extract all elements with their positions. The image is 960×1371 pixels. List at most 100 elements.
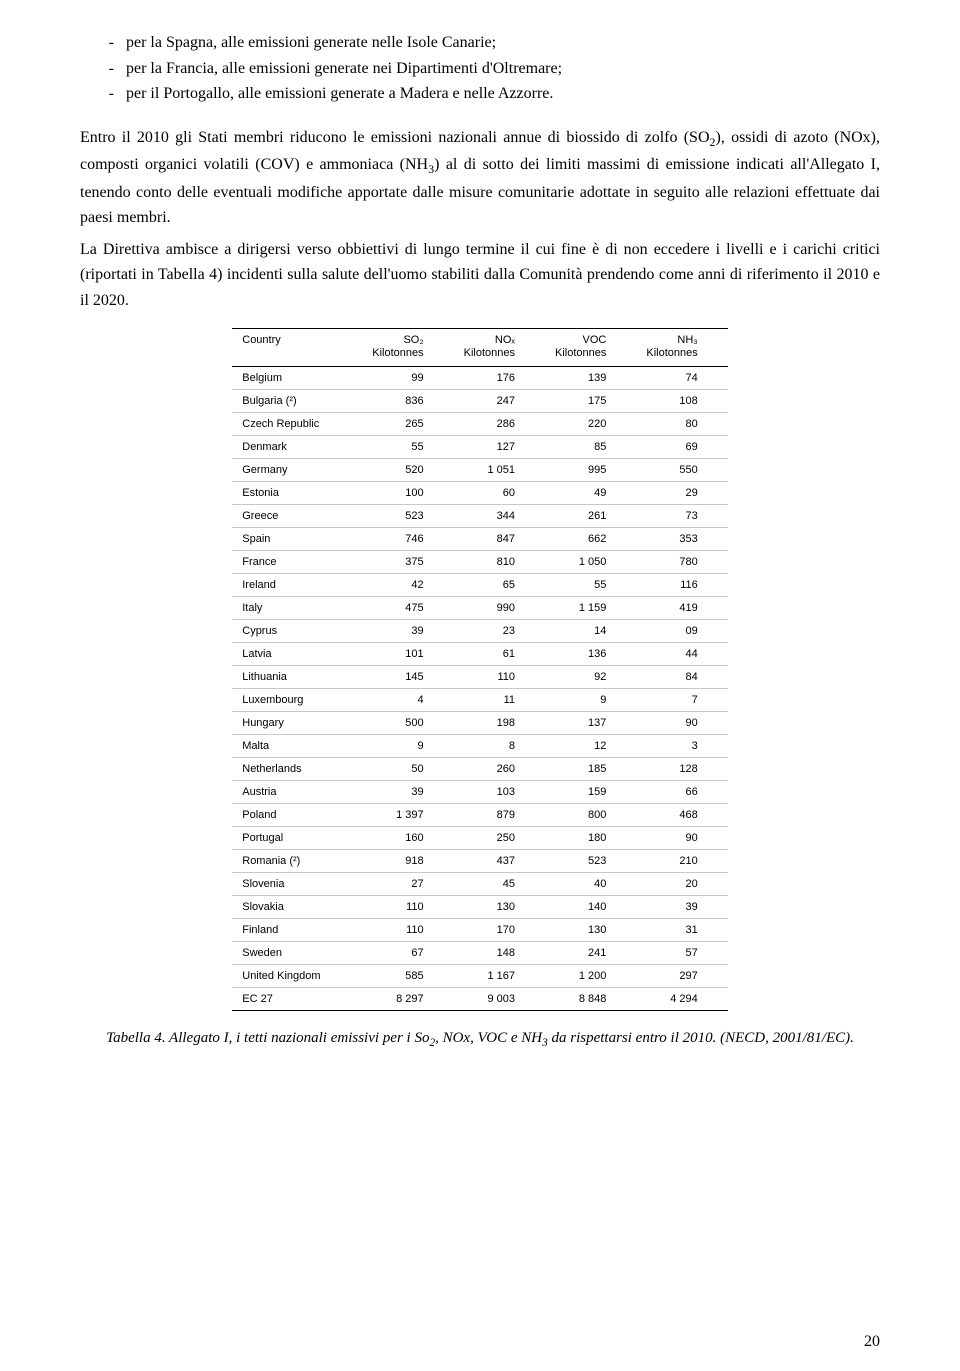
cell-value: 353 (636, 528, 727, 551)
cell-value: 198 (454, 712, 545, 735)
cell-value: 550 (636, 459, 727, 482)
cell-value: 265 (362, 413, 453, 436)
cell-value: 136 (545, 643, 636, 666)
table-container: Country SO₂Kilotonnes NOₓKilotonnes VOCK… (80, 328, 880, 1012)
cell-value: 4 (362, 689, 453, 712)
cell-value: 520 (362, 459, 453, 482)
cell-country: EC 27 (232, 988, 362, 1011)
table-row: Denmark551278569 (232, 436, 728, 459)
cell-value: 1 397 (362, 804, 453, 827)
cell-value: 61 (454, 643, 545, 666)
cell-value: 69 (636, 436, 727, 459)
cell-value: 210 (636, 850, 727, 873)
cell-value: 1 051 (454, 459, 545, 482)
table-row: Ireland426555116 (232, 574, 728, 597)
cell-country: Sweden (232, 942, 362, 965)
table-row: France3758101 050780 (232, 551, 728, 574)
cell-value: 139 (545, 367, 636, 390)
cell-value: 810 (454, 551, 545, 574)
cell-value: 247 (454, 390, 545, 413)
cell-value: 800 (545, 804, 636, 827)
table-caption: Tabella 4. Allegato I, i tetti nazionali… (80, 1027, 880, 1052)
cell-value: 260 (454, 758, 545, 781)
cell-value: 67 (362, 942, 453, 965)
cell-value: 180 (545, 827, 636, 850)
cell-value: 847 (454, 528, 545, 551)
table-body: Belgium9917613974Bulgaria (²)83624717510… (232, 367, 728, 1011)
cell-value: 60 (454, 482, 545, 505)
cell-value: 12 (545, 735, 636, 758)
cell-value: 39 (362, 620, 453, 643)
col-header-sublabel: Kilotonnes (646, 347, 697, 359)
col-header-label: SO₂ (403, 334, 423, 346)
cell-value: 23 (454, 620, 545, 643)
table-row: Belgium9917613974 (232, 367, 728, 390)
table-row: Greece52334426173 (232, 505, 728, 528)
col-header-label: Country (242, 334, 281, 346)
cell-country: Netherlands (232, 758, 362, 781)
cell-country: Ireland (232, 574, 362, 597)
cell-country: Czech Republic (232, 413, 362, 436)
cell-value: 159 (545, 781, 636, 804)
cell-value: 375 (362, 551, 453, 574)
cell-value: 475 (362, 597, 453, 620)
list-item-text: per la Spagna, alle emissioni generate n… (126, 34, 496, 51)
cell-value: 44 (636, 643, 727, 666)
table-row: Lithuania1451109284 (232, 666, 728, 689)
list-item: per il Portogallo, alle emissioni genera… (126, 81, 880, 107)
table-row: United Kingdom5851 1671 200297 (232, 965, 728, 988)
cell-country: Poland (232, 804, 362, 827)
table-row: Slovenia27454020 (232, 873, 728, 896)
cell-value: 8 297 (362, 988, 453, 1011)
cell-country: United Kingdom (232, 965, 362, 988)
list-item: per la Spagna, alle emissioni generate n… (126, 30, 880, 56)
cell-value: 995 (545, 459, 636, 482)
table-row: Hungary50019813790 (232, 712, 728, 735)
table-row: Estonia100604929 (232, 482, 728, 505)
cell-value: 128 (636, 758, 727, 781)
cell-value: 836 (362, 390, 453, 413)
body-paragraph-2: La Direttiva ambisce a dirigersi verso o… (80, 237, 880, 314)
col-header-nh3: NH₃Kilotonnes (636, 328, 727, 367)
cell-value: 11 (454, 689, 545, 712)
cell-value: 65 (454, 574, 545, 597)
cell-value: 09 (636, 620, 727, 643)
table-row: Latvia1016113644 (232, 643, 728, 666)
cell-value: 90 (636, 827, 727, 850)
table-row: Malta98123 (232, 735, 728, 758)
cell-country: Denmark (232, 436, 362, 459)
cell-value: 27 (362, 873, 453, 896)
table-row: Spain746847662353 (232, 528, 728, 551)
cell-country: Malta (232, 735, 362, 758)
cell-country: Lithuania (232, 666, 362, 689)
col-header-voc: VOCKilotonnes (545, 328, 636, 367)
cell-value: 130 (545, 919, 636, 942)
cell-value: 9 (362, 735, 453, 758)
col-header-country: Country (232, 328, 362, 367)
cell-country: Spain (232, 528, 362, 551)
cell-value: 100 (362, 482, 453, 505)
table-row: Cyprus39231409 (232, 620, 728, 643)
table-row: Germany5201 051995550 (232, 459, 728, 482)
cell-country: Austria (232, 781, 362, 804)
cell-value: 14 (545, 620, 636, 643)
col-header-sublabel: Kilotonnes (555, 347, 606, 359)
cell-value: 4 294 (636, 988, 727, 1011)
cell-value: 468 (636, 804, 727, 827)
cell-value: 130 (454, 896, 545, 919)
cell-value: 57 (636, 942, 727, 965)
cell-value: 780 (636, 551, 727, 574)
cell-value: 99 (362, 367, 453, 390)
cell-value: 662 (545, 528, 636, 551)
cell-country: Belgium (232, 367, 362, 390)
cell-value: 29 (636, 482, 727, 505)
cell-value: 55 (545, 574, 636, 597)
cell-value: 185 (545, 758, 636, 781)
cell-value: 66 (636, 781, 727, 804)
cell-value: 140 (545, 896, 636, 919)
cell-value: 7 (636, 689, 727, 712)
cell-country: Luxembourg (232, 689, 362, 712)
cell-value: 148 (454, 942, 545, 965)
table-row: Poland1 397879800468 (232, 804, 728, 827)
col-header-sublabel: Kilotonnes (464, 347, 515, 359)
